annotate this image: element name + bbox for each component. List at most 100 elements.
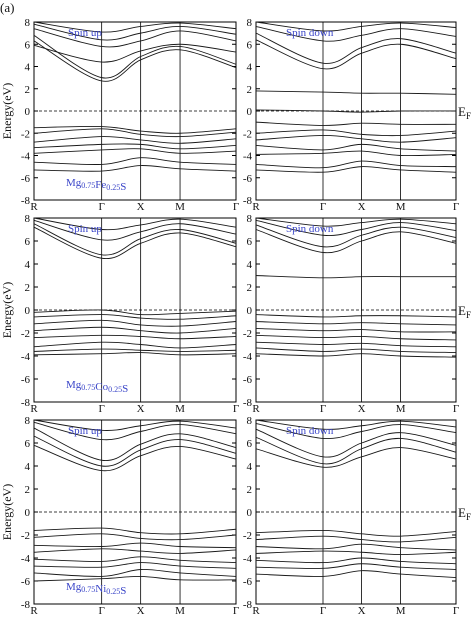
band-line xyxy=(255,436,457,465)
y-tick-label: -4 xyxy=(243,351,253,363)
k-point-label: R xyxy=(30,403,38,415)
y-tick-label: 8 xyxy=(247,213,253,225)
y-tick-label: -6 xyxy=(243,374,253,386)
y-tick-label: 6 xyxy=(25,438,31,450)
y-tick-label: -6 xyxy=(21,173,31,185)
band-line xyxy=(33,219,237,241)
band-line xyxy=(255,321,457,326)
y-tick-label: 8 xyxy=(247,17,253,29)
k-point-label: X xyxy=(358,605,366,617)
y-tick-label: 6 xyxy=(247,236,253,248)
y-tick-label: 6 xyxy=(25,236,31,248)
band-line xyxy=(255,529,457,537)
k-point-label: Γ xyxy=(98,403,104,415)
y-tick-label: 8 xyxy=(25,213,31,225)
band-line xyxy=(255,550,457,556)
y-tick-label: -2 xyxy=(21,128,30,140)
fermi-label: EF xyxy=(458,104,471,121)
k-point-label: M xyxy=(175,605,185,617)
k-point-label: Γ xyxy=(98,201,104,213)
y-tick-label: 2 xyxy=(247,84,253,96)
band-line xyxy=(255,32,457,64)
band-line xyxy=(33,562,237,569)
y-tick-label: 0 xyxy=(25,106,31,118)
y-tick-label: 2 xyxy=(25,282,31,294)
band-line xyxy=(33,43,237,63)
y-tick-label: 0 xyxy=(25,507,31,519)
band-line xyxy=(33,427,237,461)
band-line xyxy=(33,421,237,441)
k-point-label: M xyxy=(396,403,406,415)
k-point-label: Γ xyxy=(233,201,239,213)
band-line xyxy=(255,428,457,458)
y-tick-label: -8 xyxy=(243,397,253,409)
band-line xyxy=(33,314,237,320)
band-line xyxy=(33,128,237,138)
band-line xyxy=(255,150,457,157)
band-panel-spin-down-2: 8 6 4 2 0 -2 -4 -6 -8 R Γ X M Γ Spin down EF xyxy=(243,213,471,415)
band-line xyxy=(33,348,237,352)
k-point-label: R xyxy=(30,201,38,213)
band-line xyxy=(255,166,457,173)
fermi-label: EF xyxy=(458,303,471,320)
y-tick-label: -8 xyxy=(21,599,31,611)
fermi-label: EF xyxy=(458,505,471,522)
band-line xyxy=(255,224,457,248)
k-point-label: Γ xyxy=(453,605,459,617)
k-point-label: Γ xyxy=(233,605,239,617)
y-tick-label: 8 xyxy=(25,415,31,427)
y-tick-label: -2 xyxy=(21,328,30,340)
band-line xyxy=(33,223,237,256)
band-line xyxy=(255,219,457,236)
spin-title: Spin down xyxy=(286,27,334,39)
y-tick-label: 2 xyxy=(247,484,253,496)
band-line xyxy=(255,419,457,430)
band-line xyxy=(33,575,237,582)
band-line xyxy=(255,535,457,543)
y-tick-label: -8 xyxy=(21,195,31,207)
y-tick-label: 6 xyxy=(25,39,31,51)
band-line xyxy=(255,160,457,169)
y-tick-label: -6 xyxy=(21,576,31,588)
band-line xyxy=(255,229,457,254)
k-point-label: Γ xyxy=(320,201,326,213)
y-tick-label: -4 xyxy=(243,553,253,565)
y-tick-label: -4 xyxy=(21,351,31,363)
band-line xyxy=(33,217,237,231)
k-point-label: Γ xyxy=(320,605,326,617)
compound-label: Mg0.75Co0.25S xyxy=(66,379,128,395)
k-point-label: R xyxy=(252,201,260,213)
y-tick-label: 8 xyxy=(25,17,31,29)
band-line xyxy=(33,309,237,316)
band-line xyxy=(255,21,457,32)
y-tick-label: 8 xyxy=(247,415,253,427)
k-point-label: M xyxy=(396,201,406,213)
band-line xyxy=(255,353,457,358)
band-line xyxy=(33,352,237,356)
band-line xyxy=(33,533,237,541)
compound-label: Mg0.75Fe0.25S xyxy=(66,177,126,193)
k-point-label: R xyxy=(252,403,260,415)
spin-title: Spin down xyxy=(286,223,334,235)
k-point-label: X xyxy=(137,201,145,213)
k-point-label: Γ xyxy=(453,403,459,415)
band-line xyxy=(33,556,237,564)
band-panel-spin-down-1: 8 6 4 2 0 -2 -4 -6 -8 R Γ X M Γ Spin down EF xyxy=(243,17,471,213)
band-panel-spin-up-1: 8 6 4 2 0 -2 -4 -6 -8 R Γ X M Γ Spin up Mg0.75Fe0.25S En… xyxy=(0,17,239,213)
y-tick-label: 0 xyxy=(247,507,253,519)
band-line xyxy=(33,548,237,554)
y-tick-label: -2 xyxy=(243,128,252,140)
y-tick-label: 2 xyxy=(247,282,253,294)
band-line xyxy=(33,21,237,33)
band-line xyxy=(33,165,237,172)
k-point-label: M xyxy=(175,403,185,415)
band-line xyxy=(33,326,237,334)
k-point-label: Γ xyxy=(453,201,459,213)
y-tick-label: 4 xyxy=(25,259,31,271)
band-line xyxy=(33,419,237,431)
y-tick-label: 6 xyxy=(247,438,253,450)
band-line xyxy=(255,334,457,341)
y-tick-label: -6 xyxy=(243,173,253,185)
